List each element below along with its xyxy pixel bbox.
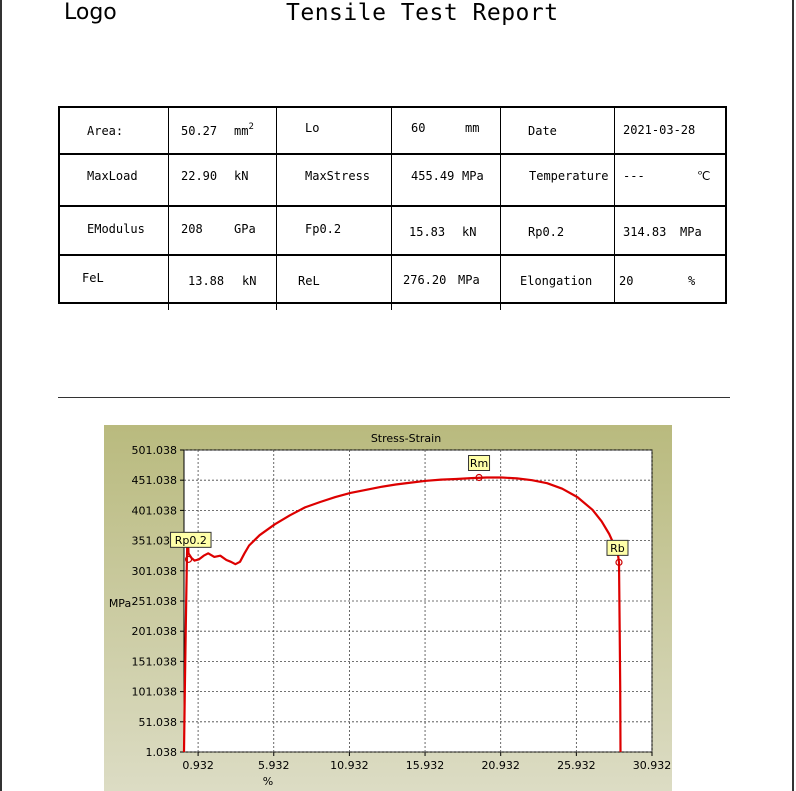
marker-point (615, 558, 623, 566)
table-row-divider (60, 254, 725, 256)
elongation-unit: % (688, 274, 696, 288)
y-tick-label: 51.038 (139, 716, 178, 729)
fp02-value: 15.83 (409, 225, 446, 239)
y-tick-label: 451.038 (132, 474, 178, 487)
maxstress-value: 455.49 (411, 169, 455, 183)
fp02-label: Fp0.2 (305, 222, 342, 236)
page-border-left (0, 0, 2, 791)
y-tick-label: 1.038 (146, 746, 178, 759)
report-title: Tensile Test Report (286, 0, 559, 26)
marker-label: Rm (470, 457, 488, 470)
marker-label-box (606, 539, 629, 556)
x-tick-label: 25.932 (557, 759, 596, 772)
y-tick-label: 301.038 (132, 565, 178, 578)
x-tick-label: 0.932 (182, 759, 214, 772)
marker-label: Rb (610, 542, 625, 555)
table-col-divider (614, 106, 615, 302)
rp02-value: 314.83 (623, 225, 667, 239)
y-tick-label: 501.038 (132, 444, 178, 457)
y-tick-label: 351.038 (132, 535, 178, 548)
marker-label: Rp0.2 (175, 534, 207, 547)
temperature-value: --- (623, 169, 645, 183)
logo-text: Logo (64, 0, 117, 25)
maxstress-unit: MPa (462, 169, 484, 183)
x-tick-label: 5.932 (258, 759, 290, 772)
maxload-label: MaxLoad (87, 169, 138, 183)
elongation-label: Elongation (520, 274, 593, 288)
lo-value: 60 (411, 121, 426, 135)
temperature-unit: ℃ (697, 169, 711, 183)
fp02-unit: kN (462, 225, 477, 239)
maxload-unit: kN (234, 169, 249, 183)
marker-label-box (468, 455, 491, 472)
x-tick-label: 30.932 (633, 759, 672, 772)
marker-point (184, 555, 193, 563)
stress-strain-chart: 0.932 5.932 10.932 15.932 20.932 25.932 30.932… (104, 425, 672, 791)
emodulus-unit: GPa (234, 222, 256, 236)
table-col-divider (500, 106, 501, 310)
emodulus-value: 208 (181, 222, 203, 236)
y-tick-label: 151.038 (132, 655, 178, 668)
table-col-divider (391, 106, 392, 310)
x-tick-label: 20.932 (481, 759, 520, 772)
date-value: 2021-03-28 (623, 123, 696, 137)
marker-point (475, 473, 483, 482)
y-tick-label: 201.038 (132, 625, 178, 638)
page-border-right (792, 0, 794, 791)
x-axis-label: % (263, 775, 273, 788)
area-value: 50.27 (181, 124, 218, 138)
fel-label: FeL (82, 271, 104, 285)
rel-unit: MPa (458, 273, 480, 287)
date-label: Date (528, 124, 557, 138)
rel-value: 276.20 (403, 273, 447, 287)
x-tick-label: 15.932 (406, 759, 445, 772)
lo-unit: mm (465, 121, 480, 135)
elongation-value: 20 (619, 274, 634, 288)
area-label: Area: (87, 124, 124, 138)
maxstress-label: MaxStress (305, 169, 371, 183)
fel-unit: kN (242, 274, 257, 288)
y-tick-label: 401.038 (132, 504, 178, 517)
rp02-label: Rp0.2 (528, 225, 565, 239)
y-tick-label: 251.038 (132, 595, 178, 608)
fel-value: 13.88 (188, 274, 225, 288)
table-row-divider (60, 205, 725, 207)
maxload-value: 22.90 (181, 169, 218, 183)
x-tick-label: 10.932 (330, 759, 369, 772)
chart-title: Stress-Strain (371, 432, 441, 445)
lo-label: Lo (305, 121, 320, 135)
y-axis-label: MPa (109, 597, 131, 610)
table-row-divider (60, 153, 725, 155)
rel-label: ReL (298, 274, 320, 288)
area-unit: mm2 (234, 122, 254, 138)
y-tick-label: 101.038 (132, 686, 178, 699)
rp02-unit: MPa (680, 225, 702, 239)
table-col-divider (168, 106, 169, 310)
table-col-divider (276, 106, 277, 310)
parameters-table: Area: 50.27 mm2 Lo 60 mm Date 2021-03-28… (58, 106, 727, 310)
temperature-label: Temperature (529, 169, 609, 183)
section-separator (58, 397, 730, 398)
marker-label-box (170, 531, 212, 548)
emodulus-label: EModulus (87, 222, 145, 236)
